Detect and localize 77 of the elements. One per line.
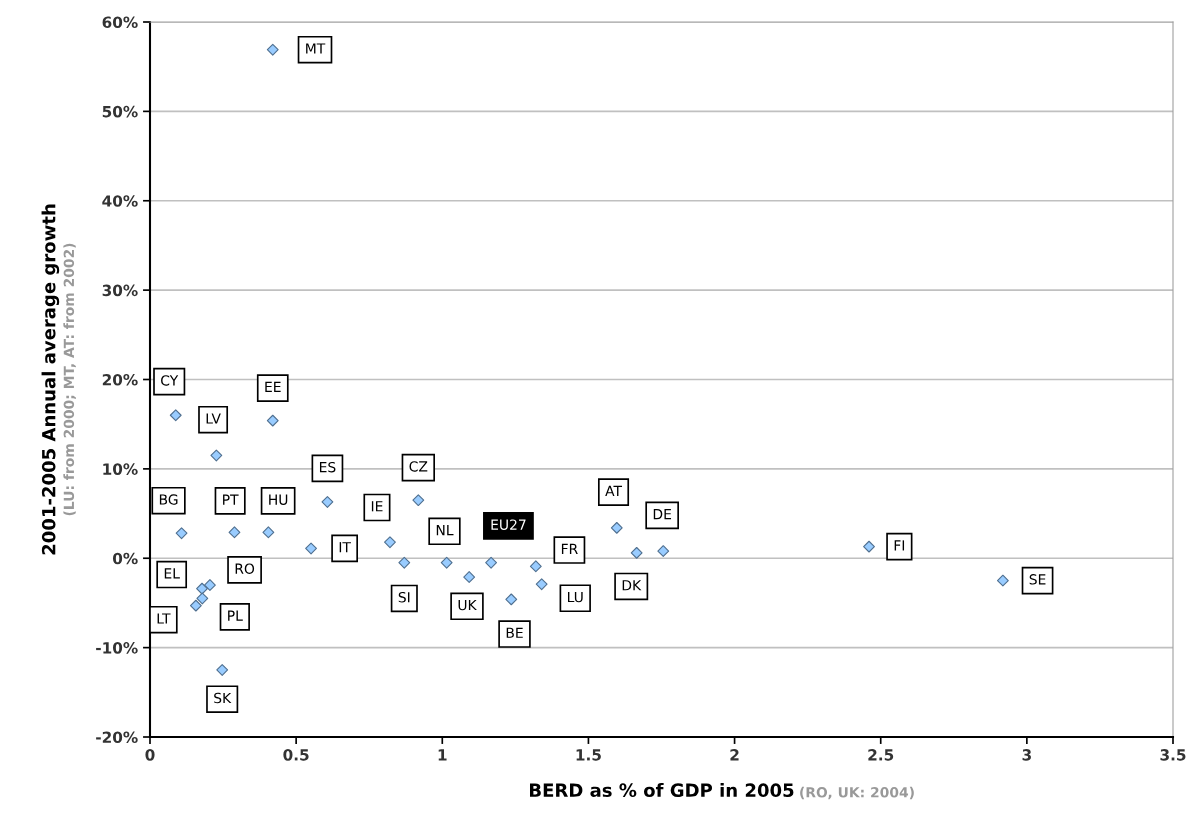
- annotation: EL: [164, 568, 180, 579]
- y-tick-label: -10%: [96, 642, 138, 654]
- annotation: UK: [458, 599, 477, 611]
- point: [485, 556, 498, 569]
- annotation: SE: [1029, 574, 1046, 585]
- annotation: CY: [161, 375, 179, 386]
- point: [440, 556, 453, 569]
- annotation: AT: [605, 485, 623, 496]
- x-tick-label: 3: [1022, 749, 1031, 761]
- x-tick-label: 0: [145, 749, 155, 761]
- annotation: IE: [371, 501, 383, 512]
- y-tick-label: 0%: [112, 552, 138, 565]
- y-tick-label: 60%: [102, 16, 138, 29]
- y-tick-label: 40%: [102, 195, 138, 207]
- point: [203, 579, 216, 591]
- annotation: BE: [506, 627, 523, 638]
- point: [398, 556, 411, 569]
- text: (RO, UK: 2004): [800, 786, 914, 800]
- annotation: PL: [228, 610, 243, 621]
- annotation: MT: [306, 43, 326, 54]
- point: [384, 536, 396, 549]
- y-tick-label: 30%: [102, 284, 138, 297]
- point: [412, 494, 425, 507]
- point: [535, 578, 548, 591]
- y-tick-label: 10%: [103, 463, 138, 475]
- point: [529, 560, 542, 573]
- point: [505, 593, 518, 606]
- annotation: PT: [223, 494, 239, 505]
- annotation: FR: [561, 543, 578, 554]
- point: [657, 545, 670, 558]
- annotation: SI: [398, 591, 410, 603]
- annotation: NL: [436, 525, 454, 536]
- y-tick-label: 50%: [102, 105, 138, 118]
- point: [266, 43, 279, 56]
- x-tick-label: 0.5: [283, 749, 309, 761]
- annotation: DK: [622, 580, 642, 591]
- annotation: LV: [206, 413, 221, 424]
- point: [610, 521, 623, 534]
- point: [630, 546, 643, 559]
- y-axis-title: 2001-2005 Annual average growth: [41, 204, 60, 555]
- annotation: EU27: [491, 519, 526, 530]
- point: [463, 571, 476, 583]
- y-tick-label: 20%: [102, 373, 138, 386]
- x-axis-title: BERD as % of GDP in 2005: [530, 783, 794, 798]
- annotation: EE: [265, 381, 281, 392]
- y-tick-label: -20%: [96, 731, 138, 744]
- annotation: SK: [214, 692, 232, 704]
- text: (LU: from 2000; MT, AT: from 2002): [63, 243, 76, 516]
- point: [996, 574, 1009, 587]
- x-tick-label: 1: [438, 749, 447, 761]
- point: [863, 540, 875, 553]
- point: [228, 526, 241, 539]
- point: [169, 409, 182, 422]
- point: [210, 449, 223, 462]
- x-tick-label: 2: [730, 749, 739, 761]
- annotation: LT: [157, 613, 171, 624]
- x-tick-label: 2.5: [868, 749, 894, 761]
- point: [196, 582, 208, 595]
- point: [266, 414, 279, 427]
- annotation: LU: [568, 591, 583, 603]
- point: [189, 599, 202, 612]
- x-tick-label: 3.5: [1160, 749, 1186, 761]
- annotation: DE: [653, 509, 672, 520]
- point: [262, 526, 275, 539]
- annotation: IT: [339, 542, 351, 553]
- annotation: ES: [319, 461, 336, 473]
- annotation: BG: [159, 494, 178, 505]
- point: [175, 527, 188, 540]
- point: [305, 542, 317, 555]
- point: [216, 664, 229, 676]
- annotation: HU: [269, 494, 288, 505]
- point: [196, 592, 209, 605]
- annotation: RO: [235, 563, 255, 574]
- point: [321, 496, 334, 508]
- annotation: FI: [894, 540, 905, 551]
- annotation: CZ: [409, 461, 428, 472]
- x-tick-label: 1.5: [576, 749, 601, 761]
